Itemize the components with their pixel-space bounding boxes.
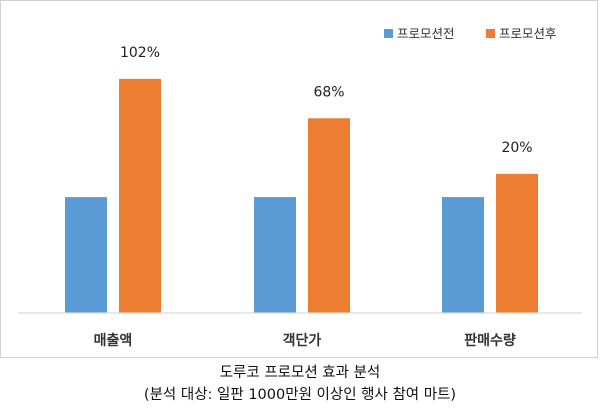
bar-chart: 프로모션전 프로모션후 102% 68% 20% 매출액 객단가 판매수량	[18, 26, 582, 349]
category-label-3: 판매수량	[464, 333, 516, 349]
bar-2-2	[308, 118, 350, 313]
chart-frame	[0, 0, 598, 358]
bar-2-1	[119, 78, 161, 313]
legend-label-1: 프로모션전	[397, 26, 455, 41]
category-label-2: 객단가	[283, 332, 322, 349]
bar-1-2	[254, 197, 296, 313]
data-label-1: 102%	[120, 45, 160, 61]
bar-1-3	[442, 197, 484, 313]
legend: 프로모션전 프로모션후	[384, 26, 557, 41]
category-label-1: 매출액	[94, 332, 133, 349]
bar-1-1	[65, 197, 107, 313]
caption-subtitle: (분석 대상: 일판 1000만원 이상인 행사 참여 마트)	[143, 387, 457, 403]
legend-label-2: 프로모션후	[499, 26, 557, 41]
caption-title: 도루코 프로모션 효과 분석	[219, 365, 381, 381]
legend-swatch-2	[486, 29, 495, 38]
data-label-2: 68%	[313, 84, 344, 100]
data-label-3: 20%	[501, 140, 532, 156]
legend-swatch-1	[384, 29, 393, 38]
annotations: 102% 68% 20%	[120, 45, 533, 156]
bar-2-3	[496, 173, 538, 313]
category-labels: 매출액 객단가 판매수량	[94, 332, 516, 349]
bars	[65, 78, 538, 313]
